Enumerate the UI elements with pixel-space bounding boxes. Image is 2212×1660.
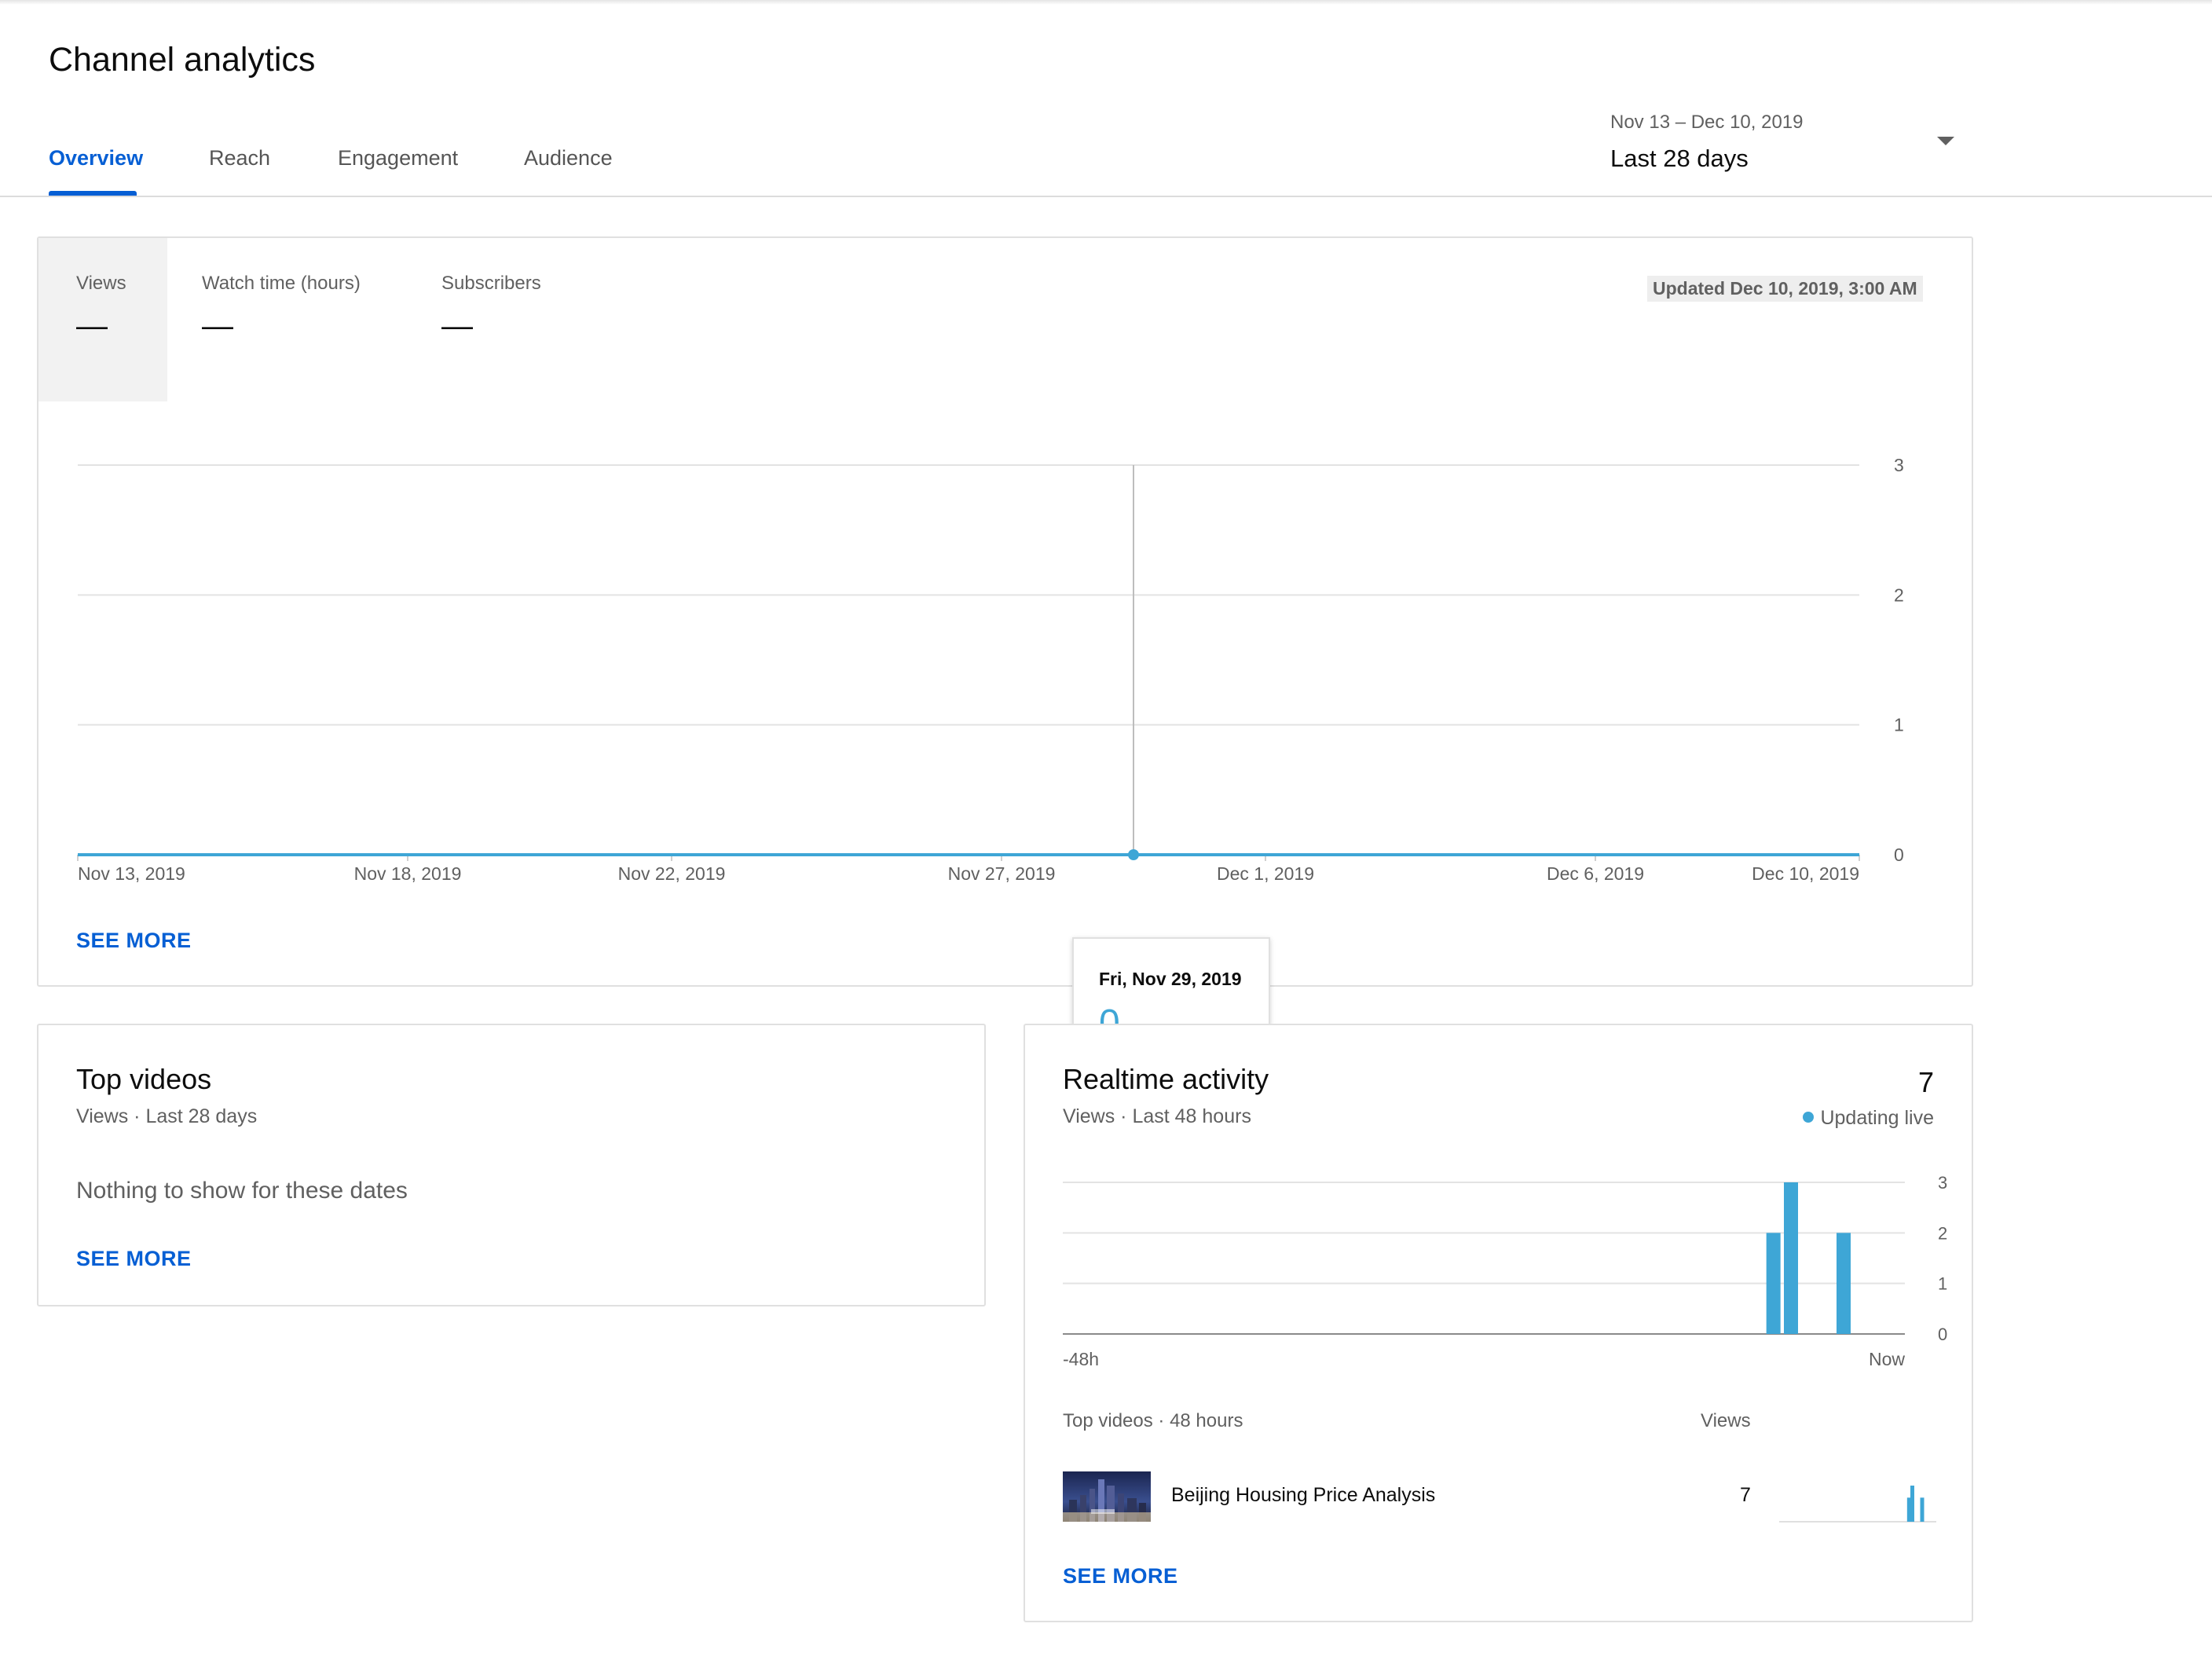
tooltip-date: Fri, Nov 29, 2019 (1099, 969, 1242, 989)
see-more-link-top-videos[interactable]: SEE MORE (76, 1247, 192, 1270)
metric-value: — (202, 309, 233, 343)
empty-state-message: Nothing to show for these dates (76, 1178, 408, 1204)
card-title: Top videos (76, 1063, 212, 1095)
video-thumbnail[interactable] (1063, 1471, 1151, 1522)
y-tick-label: 2 (1894, 584, 1904, 605)
views-column-header: Views (1701, 1410, 1751, 1431)
metric-tab-views[interactable]: Views — (38, 238, 167, 401)
live-dot-icon (1803, 1112, 1815, 1123)
tab-engagement[interactable]: Engagement (338, 146, 459, 170)
tab-overview[interactable]: Overview (49, 146, 144, 170)
tab-audience[interactable]: Audience (524, 146, 613, 170)
sparkline-bar (1910, 1486, 1914, 1522)
tab-reach[interactable]: Reach (209, 146, 271, 170)
card-subtitle: Views · Last 48 hours (1063, 1105, 1251, 1127)
realtime-activity-card: Realtime activity Views · Last 48 hours … (1024, 1024, 1973, 1622)
sparkline-bar (1920, 1497, 1925, 1522)
y-tick-label: 1 (1938, 1274, 1947, 1294)
views-line-chart: 0 1 2 3 Nov 13, 2019 Nov 18, 2019 Nov 22, 2019… (77, 455, 1904, 884)
top-videos-card: Top videos Views · Last 28 days Nothing … (37, 1024, 986, 1306)
updating-live-status: Updating live (1803, 1107, 1934, 1130)
x-axis-end-label: Now (1869, 1349, 1905, 1369)
page-title: Channel analytics (49, 41, 316, 79)
metric-value: — (441, 309, 473, 343)
metric-value: — (76, 309, 108, 343)
x-tick-label: Dec 10, 2019 (1752, 863, 1859, 884)
top-videos-48h-label: Top videos · 48 hours (1063, 1410, 1243, 1431)
realtime-view-count: 7 (1917, 1066, 1934, 1098)
y-tick-label: 0 (1938, 1325, 1947, 1344)
y-tick-label: 1 (1894, 715, 1904, 735)
realtime-bar (1837, 1233, 1851, 1334)
video-sparkline (1779, 1486, 1936, 1523)
realtime-bar (1766, 1233, 1781, 1334)
top-shadow (0, 0, 2212, 5)
x-axis-start-label: -48h (1063, 1349, 1099, 1369)
video-title[interactable]: Beijing Housing Price Analysis (1171, 1484, 1436, 1506)
x-tick-label: Nov 13, 2019 (78, 863, 185, 884)
date-range-text: Nov 13 – Dec 10, 2019 (1610, 112, 1804, 133)
realtime-bar-chart: 0 1 2 3 -48h Now (1063, 1173, 1947, 1369)
header-divider (0, 196, 2212, 197)
metric-label: Subscribers (441, 273, 541, 294)
x-tick-label: Nov 27, 2019 (948, 863, 1056, 884)
see-more-link-overview[interactable]: SEE MORE (76, 929, 192, 952)
date-period-text: Last 28 days (1610, 145, 1749, 172)
dropdown-caret-icon[interactable] (1937, 137, 1954, 145)
see-more-link-realtime[interactable]: SEE MORE (1063, 1564, 1178, 1588)
y-tick-label: 3 (1938, 1173, 1947, 1193)
highlight-point (1128, 849, 1139, 860)
x-tick-label: Dec 6, 2019 (1547, 863, 1644, 884)
live-label: Updating live (1820, 1107, 1934, 1129)
date-range-picker[interactable]: Nov 13 – Dec 10, 2019 Last 28 days (1609, 107, 1962, 185)
metric-tab-subscribers[interactable]: Subscribers — (404, 238, 608, 401)
metric-label: Views (76, 273, 126, 294)
updated-timestamp: Updated Dec 10, 2019, 3:00 AM (1647, 276, 1923, 302)
y-tick-label: 3 (1894, 455, 1904, 475)
y-tick-label: 2 (1938, 1223, 1947, 1243)
y-tick-label: 0 (1894, 845, 1904, 865)
card-title: Realtime activity (1063, 1063, 1269, 1095)
active-tab-indicator (49, 191, 137, 196)
x-tick-label: Dec 1, 2019 (1217, 863, 1314, 884)
x-tick-label: Nov 18, 2019 (354, 863, 462, 884)
video-view-count: 7 (1740, 1484, 1751, 1506)
realtime-bar (1784, 1182, 1798, 1334)
sparkline-bar (1906, 1497, 1911, 1522)
metric-tab-watch-time[interactable]: Watch time (hours) — (164, 238, 400, 401)
overview-chart-card: Views — Watch time (hours) — Subscribers… (37, 236, 1973, 1076)
metric-label: Watch time (hours) (202, 273, 361, 294)
x-tick-label: Nov 22, 2019 (618, 863, 726, 884)
card-subtitle: Views · Last 28 days (76, 1105, 258, 1127)
